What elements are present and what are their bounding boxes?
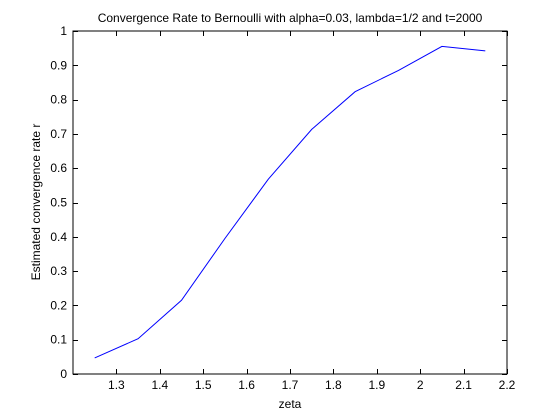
y-tick-label: 0.7 bbox=[50, 127, 67, 141]
plot-area bbox=[72, 30, 508, 375]
x-tick-label: 2.1 bbox=[455, 378, 472, 392]
y-tick-label: 0.4 bbox=[50, 230, 67, 244]
x-tick-label: 1.6 bbox=[238, 378, 255, 392]
x-tick-label: 1.4 bbox=[151, 378, 168, 392]
y-tick-label: 0.2 bbox=[50, 298, 67, 312]
x-tick-label: 1.9 bbox=[368, 378, 385, 392]
x-tick-label: 1.5 bbox=[195, 378, 212, 392]
y-tick-label: 1 bbox=[60, 24, 67, 38]
x-tick-label: 1.8 bbox=[325, 378, 342, 392]
x-axis-title: zeta bbox=[279, 397, 302, 411]
series-layer bbox=[94, 45, 486, 359]
series-line bbox=[94, 45, 486, 359]
y-tick-label: 0.3 bbox=[50, 264, 67, 278]
y-tick-label: 0.6 bbox=[50, 161, 67, 175]
y-tick-label: 0.1 bbox=[50, 333, 67, 347]
x-tick-label: 2 bbox=[417, 378, 424, 392]
y-tick-label: 0.9 bbox=[50, 58, 67, 72]
y-tick-label: 0 bbox=[60, 367, 67, 381]
ticks: 1.3 1.4 1.5 1.6 1.7 1.8 1.9 2 2.1 2.2 0 0.1 0.2 0.3 0.… bbox=[50, 24, 515, 392]
y-tick-label: 0.8 bbox=[50, 93, 67, 107]
x-tick-label: 2.2 bbox=[499, 378, 516, 392]
y-tick-label: 0.5 bbox=[50, 196, 67, 210]
x-tick-label: 1.3 bbox=[108, 378, 125, 392]
x-tick-label: 1.7 bbox=[282, 378, 299, 392]
y-axis-title: Estimated convergence rate r bbox=[29, 124, 43, 281]
chart-title: Convergence Rate to Bernoulli with alpha… bbox=[98, 11, 483, 25]
